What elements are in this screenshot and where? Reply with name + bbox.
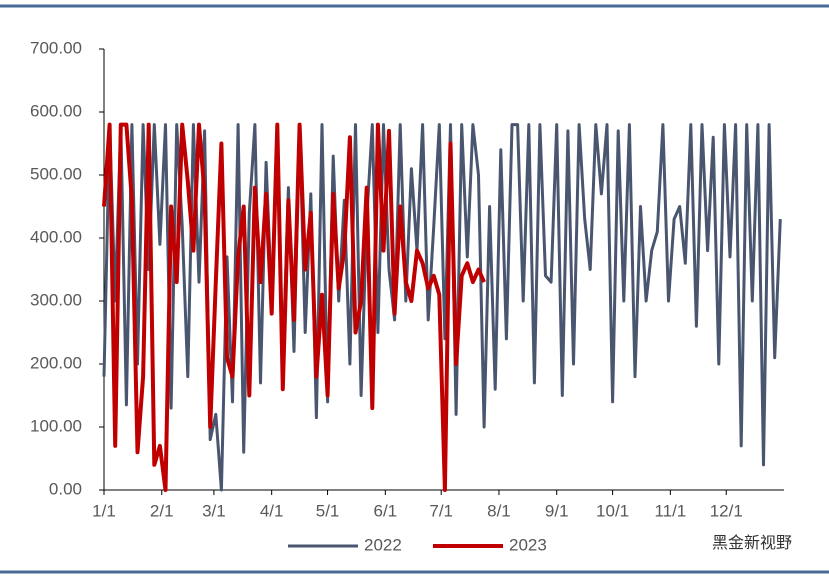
watermark: 黑金新视野 — [712, 534, 792, 552]
x-tick-label: 6/1 — [373, 501, 397, 520]
y-tick-label: 300.00 — [30, 290, 82, 309]
y-tick-label: 500.00 — [30, 164, 82, 183]
x-tick-label: 3/1 — [202, 501, 226, 520]
y-tick-label: 0.00 — [49, 479, 82, 498]
y-tick-label: 200.00 — [30, 353, 82, 372]
y-tick-label: 100.00 — [30, 416, 82, 435]
x-tick-label: 10/1 — [596, 501, 629, 520]
x-tick-label: 9/1 — [545, 501, 569, 520]
x-tick-label: 4/1 — [260, 501, 284, 520]
legend-label: 2023 — [509, 535, 547, 554]
y-tick-label: 400.00 — [30, 227, 82, 246]
series-line — [102, 122, 486, 492]
y-tick-label: 700.00 — [30, 38, 82, 57]
x-tick-label: 5/1 — [316, 501, 340, 520]
x-tick-label: 2/1 — [150, 501, 174, 520]
series-line — [102, 123, 782, 492]
x-tick-label: 8/1 — [487, 501, 511, 520]
y-tick-label: 600.00 — [30, 101, 82, 120]
x-tick-label: 11/1 — [654, 501, 686, 520]
x-tick-label: 1/1 — [92, 501, 116, 520]
legend-label: 2022 — [364, 535, 402, 554]
x-tick-label: 7/1 — [429, 501, 453, 520]
x-tick-label: 12/1 — [710, 501, 743, 520]
